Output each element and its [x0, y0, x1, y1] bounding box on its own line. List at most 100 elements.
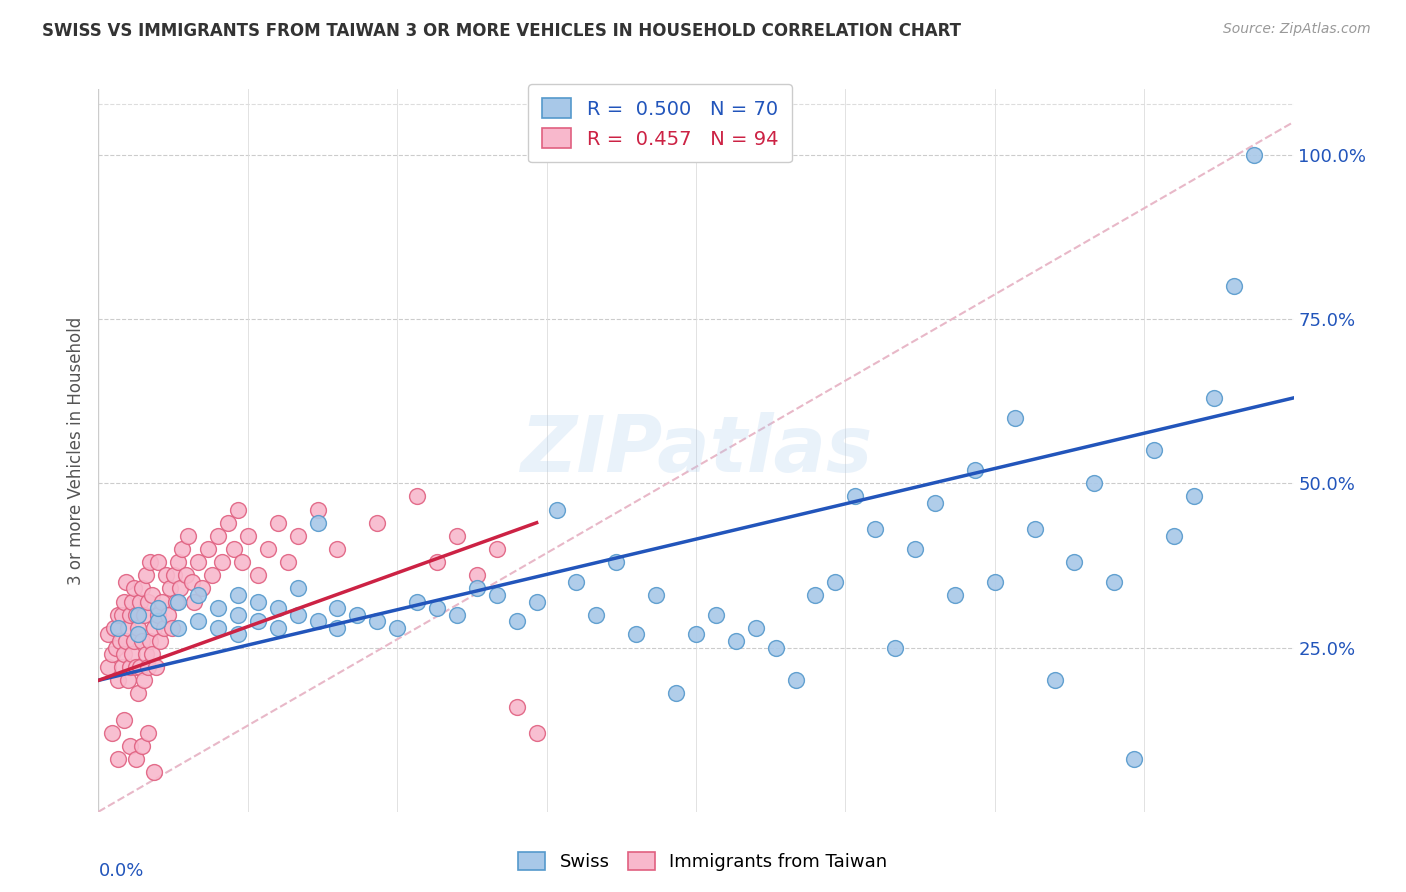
Point [1063, 555, 1085, 569]
Point [167, 555, 190, 569]
Point [127, 607, 149, 622]
Point [1123, 752, 1146, 766]
Text: 0.0%: 0.0% [98, 863, 143, 880]
Point [165, 594, 187, 608]
Point [984, 574, 1007, 589]
Point [326, 601, 349, 615]
Point [565, 574, 588, 589]
Point [626, 627, 648, 641]
Point [136, 594, 159, 608]
Point [745, 621, 768, 635]
Point [765, 640, 787, 655]
Point [120, 607, 142, 622]
Point [101, 647, 124, 661]
Point [226, 607, 249, 622]
Point [246, 614, 269, 628]
Text: Source: ZipAtlas.com: Source: ZipAtlas.com [1223, 22, 1371, 37]
Point [129, 660, 152, 674]
Point [485, 541, 508, 556]
Point [446, 607, 468, 622]
Point [187, 555, 209, 569]
Point [148, 607, 170, 622]
Legend: R =  0.500   N = 70, R =  0.457   N = 94: R = 0.500 N = 70, R = 0.457 N = 94 [529, 85, 792, 162]
Point [177, 529, 200, 543]
Point [465, 568, 488, 582]
Point [163, 568, 186, 582]
Point [201, 568, 224, 582]
Point [117, 621, 139, 635]
Point [127, 686, 149, 700]
Point [112, 713, 135, 727]
Point [174, 568, 197, 582]
Point [167, 621, 190, 635]
Point [131, 739, 153, 753]
Point [131, 582, 153, 596]
Point [131, 634, 153, 648]
Point [287, 607, 309, 622]
Point [124, 634, 146, 648]
Point [207, 621, 229, 635]
Point [181, 574, 204, 589]
Point [366, 614, 388, 628]
Point [145, 660, 167, 674]
Point [150, 594, 173, 608]
Point [159, 582, 181, 596]
Point [111, 607, 134, 622]
Point [267, 621, 290, 635]
Point [125, 660, 148, 674]
Point [160, 621, 183, 635]
Point [526, 726, 548, 740]
Point [226, 588, 249, 602]
Point [1083, 476, 1105, 491]
Point [143, 765, 166, 780]
Point [277, 555, 299, 569]
Point [884, 640, 907, 655]
Point [197, 541, 219, 556]
Text: SWISS VS IMMIGRANTS FROM TAIWAN 3 OR MORE VEHICLES IN HOUSEHOLD CORRELATION CHAR: SWISS VS IMMIGRANTS FROM TAIWAN 3 OR MOR… [42, 22, 962, 40]
Point [844, 490, 866, 504]
Point [236, 529, 259, 543]
Point [1024, 522, 1046, 536]
Point [256, 541, 278, 556]
Point [112, 647, 135, 661]
Point [187, 614, 209, 628]
Point [136, 660, 159, 674]
Point [135, 647, 157, 661]
Point [187, 588, 209, 602]
Point [207, 529, 229, 543]
Point [406, 490, 429, 504]
Point [107, 621, 129, 635]
Point [207, 601, 229, 615]
Point [107, 752, 129, 766]
Point [141, 647, 163, 661]
Point [101, 726, 124, 740]
Point [1243, 148, 1265, 162]
Point [148, 601, 170, 615]
Legend: Swiss, Immigrants from Taiwan: Swiss, Immigrants from Taiwan [512, 845, 894, 879]
Point [326, 621, 349, 635]
Point [112, 594, 135, 608]
Point [426, 601, 449, 615]
Point [211, 555, 233, 569]
Point [904, 541, 927, 556]
Point [105, 640, 128, 655]
Point [217, 516, 239, 530]
Point [267, 516, 290, 530]
Point [172, 541, 194, 556]
Point [183, 594, 205, 608]
Point [127, 627, 149, 641]
Point [824, 574, 846, 589]
Point [287, 582, 309, 596]
Point [226, 627, 249, 641]
Point [485, 588, 508, 602]
Point [226, 502, 249, 516]
Point [267, 601, 290, 615]
Y-axis label: 3 or more Vehicles in Household: 3 or more Vehicles in Household [66, 317, 84, 584]
Point [134, 673, 156, 688]
Point [110, 634, 132, 648]
Point [804, 588, 827, 602]
Point [326, 541, 349, 556]
Point [148, 555, 170, 569]
Point [97, 660, 120, 674]
Point [1163, 529, 1185, 543]
